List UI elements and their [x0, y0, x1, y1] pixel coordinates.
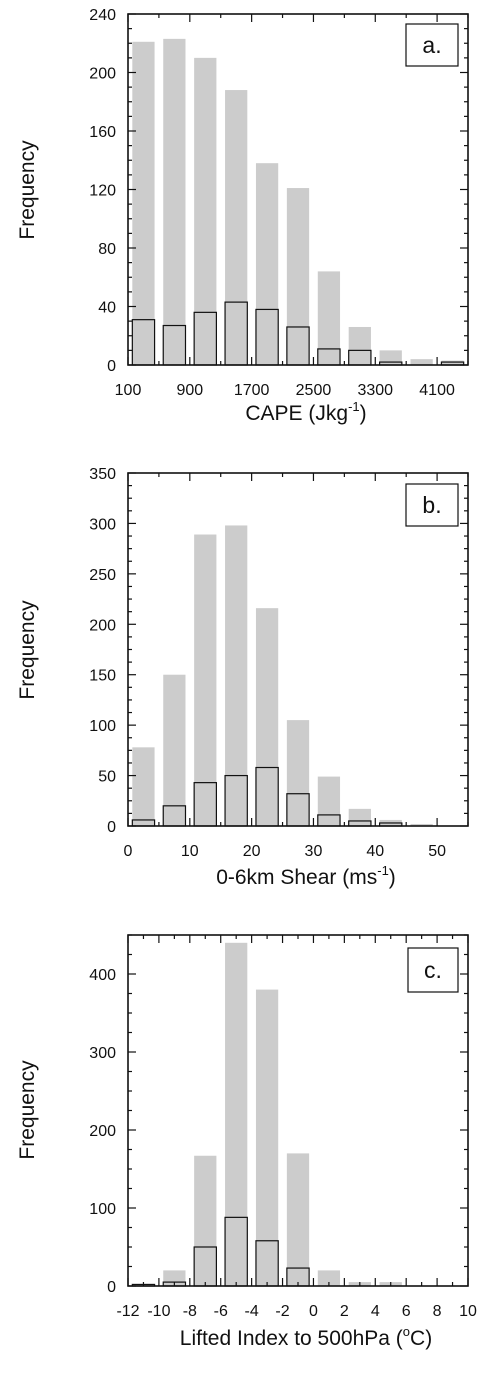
bar-all-bin-5: [286, 1153, 310, 1286]
panel-c-lifted-index: 0 100 200 300 400 -12 -10 -8 -6 -4 -2 0 2 4 6 8 10 Lifted…: [16, 934, 477, 1350]
bar-all-bin-2: [194, 1155, 217, 1286]
panel-label-box: [407, 947, 459, 993]
y-axis-title: Frequency: [16, 600, 39, 700]
bar-all-bin-2: [194, 534, 217, 826]
x-tick-label: 2: [340, 1303, 349, 1320]
bar-all-bin-8: [379, 350, 402, 365]
y-tick-label: 100: [89, 718, 116, 735]
panel-label-box: [405, 483, 459, 527]
bar-all-bin-3: [225, 525, 248, 826]
y-tick-label: 400: [89, 967, 116, 984]
y-tick-label: 150: [89, 668, 116, 685]
bar-all-bin-6: [317, 271, 341, 365]
bar-all-bin-4: [255, 989, 279, 1286]
x-tick-label: 1700: [234, 382, 270, 399]
x-tick-label: 100: [115, 382, 142, 399]
y-axis-title: Frequency: [16, 140, 39, 240]
y-tick-label: 50: [98, 769, 116, 786]
x-axis-title: CAPE (Jkg-1): [245, 399, 366, 425]
x-tick-label: 10: [181, 843, 199, 860]
y-tick-label: 40: [98, 300, 116, 317]
bar-all-bin-4: [255, 608, 279, 826]
x-tick-label: -12: [116, 1303, 139, 1320]
y-tick-label: 80: [98, 241, 116, 258]
y-tick-label: 160: [89, 124, 116, 141]
bar-all-bin-9: [410, 823, 433, 826]
x-tick-label: 4: [371, 1303, 380, 1320]
bar-all-bin-7: [348, 808, 371, 826]
bar-all-bin-1: [163, 674, 186, 826]
bar-all-bin-10: [441, 360, 464, 365]
x-tick-label: 900: [176, 382, 203, 399]
x-tick-label: 50: [428, 843, 446, 860]
bar-all-bin-3: [225, 942, 248, 1286]
panel-b-shear: 0 50 100 150 200 250 300 350 0 10 20 30 40 50 0-6km Sh…: [16, 466, 469, 889]
y-tick-label: 120: [89, 183, 116, 200]
y-tick-label: 0: [107, 819, 116, 836]
panel-label: b.: [422, 492, 441, 518]
x-tick-label: 20: [243, 843, 261, 860]
x-tick-label: 30: [305, 843, 323, 860]
bar-all-bin-5: [286, 188, 310, 365]
x-tick-label: 8: [433, 1303, 442, 1320]
bar-all-bin-6: [317, 776, 341, 826]
x-tick-label: 10: [459, 1303, 477, 1320]
x-tick-label: -10: [147, 1303, 170, 1320]
x-tick-label: 0: [124, 843, 133, 860]
y-tick-label: 250: [89, 567, 116, 584]
bar-all-bin-7: [348, 326, 371, 365]
panel-label: a.: [422, 32, 441, 58]
x-tick-label: -8: [183, 1303, 197, 1320]
x-tick-label: 0: [309, 1303, 318, 1320]
y-axis-title: Frequency: [16, 1060, 39, 1160]
bar-all-bin-9: [410, 359, 433, 365]
y-tick-label: 200: [89, 66, 116, 83]
y-tick-label: 200: [89, 617, 116, 634]
bar-all-bin-2: [194, 57, 217, 365]
x-tick-label: 2500: [296, 382, 332, 399]
y-tick-label: 200: [89, 1123, 116, 1140]
bar-all-bin-6: [317, 1270, 341, 1286]
bar-all-bin-0: [132, 41, 155, 365]
panel-label-box: [405, 23, 459, 67]
x-axis-title: 0-6km Shear (ms-1): [216, 863, 396, 889]
bar-all-bin-3: [225, 90, 248, 366]
bar-all-bin-5: [286, 720, 310, 826]
x-tick-label: 3300: [357, 382, 393, 399]
y-tick-label: 300: [89, 1045, 116, 1062]
x-tick-label: 4100: [419, 382, 455, 399]
y-tick-label: 240: [89, 7, 116, 24]
x-tick-label: 6: [402, 1303, 411, 1320]
bar-all-bin-4: [255, 163, 279, 365]
panel-label: c.: [424, 957, 442, 983]
y-tick-label: 350: [89, 466, 116, 483]
x-tick-label: -6: [214, 1303, 228, 1320]
bar-all-bin-0: [132, 747, 155, 826]
bar-all-bin-1: [163, 38, 186, 366]
y-tick-label: 0: [107, 358, 116, 375]
y-tick-label: 300: [89, 516, 116, 533]
y-tick-label: 0: [107, 1279, 116, 1296]
x-axis-title: Lifted Index to 500hPa (oC): [180, 1324, 432, 1350]
x-tick-label: 40: [366, 843, 384, 860]
x-tick-label: -2: [275, 1303, 289, 1320]
x-tick-label: -4: [245, 1303, 259, 1320]
y-tick-label: 100: [89, 1201, 116, 1218]
panel-a-cape: 0 40 80 120 160 200 240 100 900 1700 2500 3300 4100 C…: [16, 7, 469, 425]
